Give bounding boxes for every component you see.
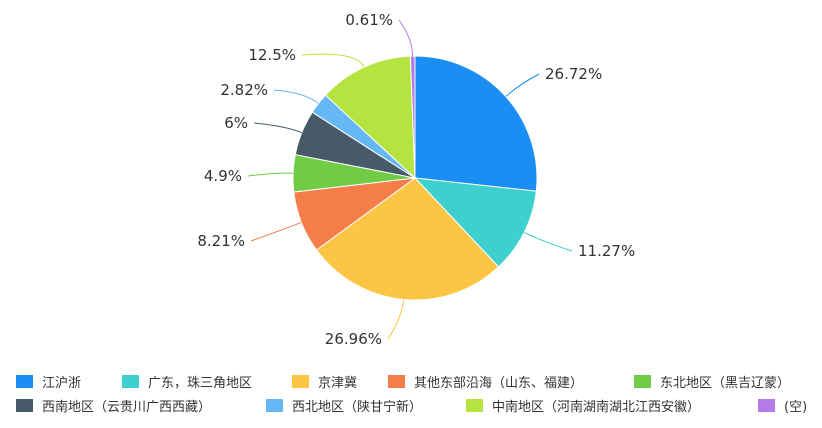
legend-label: 西北地区（陕甘宁新） — [292, 399, 423, 415]
legend-swatch — [388, 374, 405, 388]
legend-label: 东北地区（黑吉辽蒙） — [660, 375, 791, 391]
legend-swatch — [292, 374, 309, 388]
legend-label: 京津冀 — [318, 375, 358, 391]
leader-line-7 — [273, 89, 319, 104]
legend-swatch — [266, 398, 283, 412]
data-label-5: 4.9% — [204, 167, 242, 185]
leader-line-5 — [247, 172, 294, 177]
pie-slice-8 — [324, 55, 416, 180]
leader-lines — [247, 19, 573, 340]
legend-swatch — [466, 398, 483, 412]
leader-line-9 — [398, 19, 414, 57]
pie-slice-3 — [315, 177, 500, 301]
legend-swatch — [634, 374, 651, 388]
data-label-4: 8.21% — [197, 232, 245, 250]
data-label-1: 26.72% — [545, 65, 602, 83]
legend-swatch — [122, 374, 139, 388]
data-label-9: 0.61% — [345, 11, 393, 29]
pie-slice-1 — [414, 55, 538, 192]
data-label-6: 6% — [224, 114, 248, 132]
legend-item-4[interactable]: 其他东部沿海（山东、福建） — [388, 372, 584, 391]
legend-label: 广东，珠三角地区 — [148, 375, 253, 391]
pie-slices — [292, 55, 538, 301]
legend-item-2[interactable]: 广东，珠三角地区 — [122, 372, 253, 391]
data-label-7: 2.82% — [220, 81, 268, 99]
leader-line-8 — [301, 53, 365, 68]
legend-item-3[interactable]: 京津冀 — [292, 372, 358, 391]
pie-slice-2 — [413, 177, 537, 268]
leader-line-3 — [387, 299, 405, 340]
legend-swatch — [758, 398, 775, 412]
legend-item-1[interactable]: 江沪浙 — [16, 372, 82, 391]
legend-label: 西南地区（云贵川广西西藏） — [42, 399, 212, 415]
legend-swatch — [16, 374, 33, 388]
legend-label: (空) — [784, 399, 808, 415]
legend-item-8[interactable]: 中南地区（河南湖南湖北江西安徽） — [466, 396, 701, 415]
data-labels: 26.72% 11.27% 26.96% 8.21% 4.9% 6% 2.82% 12.5% 0… — [197, 11, 635, 348]
legend-item-5[interactable]: 东北地区（黑吉辽蒙） — [634, 372, 791, 391]
data-label-3: 26.96% — [325, 330, 382, 348]
leader-line-1 — [505, 73, 540, 97]
data-label-8: 12.5% — [248, 46, 296, 64]
data-label-2: 11.27% — [578, 242, 635, 260]
leader-line-6 — [253, 122, 302, 134]
legend-item-6[interactable]: 西南地区（云贵川广西西藏） — [16, 396, 212, 415]
legend-item-7[interactable]: 西北地区（陕甘宁新） — [266, 396, 423, 415]
legend-item-9[interactable]: (空) — [758, 396, 808, 415]
leader-line-4 — [250, 222, 302, 242]
legend-label: 中南地区（河南湖南湖北江西安徽） — [492, 399, 701, 415]
leader-line-2 — [523, 231, 573, 252]
legend-swatch — [16, 398, 33, 412]
legend-label: 其他东部沿海（山东、福建） — [414, 375, 584, 391]
legend-label: 江沪浙 — [42, 375, 82, 391]
